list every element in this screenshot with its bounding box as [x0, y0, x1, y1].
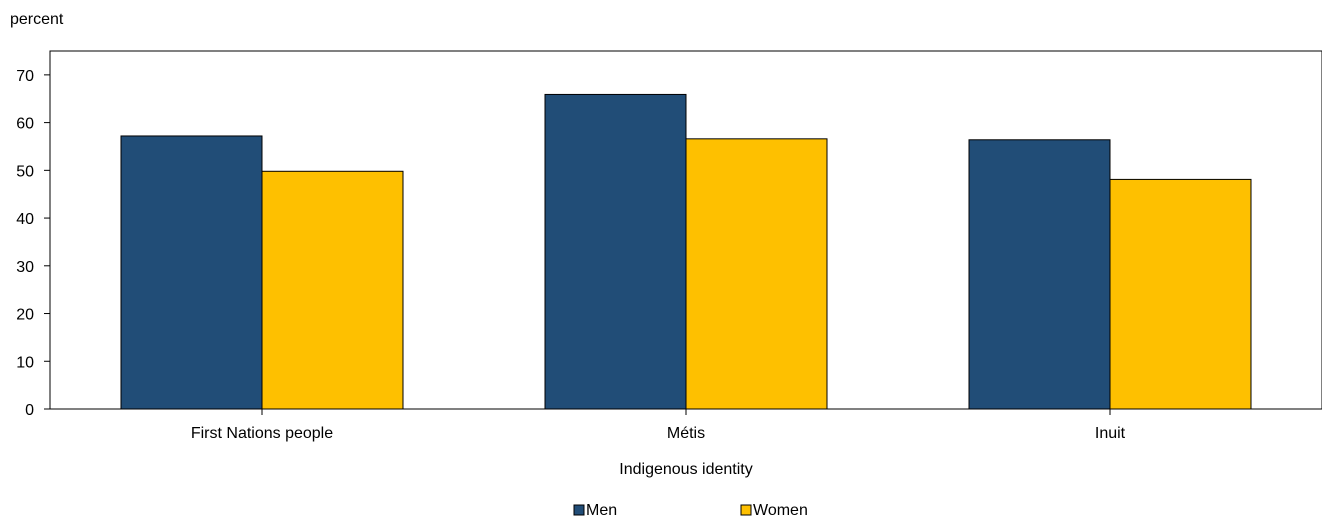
y-tick-label: 50	[16, 163, 34, 180]
y-tick-label: 30	[16, 259, 34, 276]
legend-swatch-men	[573, 504, 585, 516]
x-axis-label: Indigenous identity	[619, 461, 752, 478]
legend-label-women: Women	[753, 502, 808, 519]
x-axis-ticks: First Nations people Métis Inuit	[191, 409, 1126, 442]
bar-women-2	[1109, 178, 1252, 410]
y-tick-label: 70	[16, 68, 34, 85]
x-tick-label: First Nations people	[191, 425, 333, 442]
x-tick-label: Métis	[667, 425, 705, 442]
legend: Men Women	[573, 502, 808, 519]
bar-men-1	[544, 93, 687, 410]
y-tick-label: 10	[16, 354, 34, 371]
y-tick-label: 0	[25, 402, 34, 419]
y-axis-ticks: 0 10 20 30 40 50 60 70	[16, 68, 50, 419]
bar-men-2	[968, 139, 1111, 410]
legend-label-men: Men	[586, 502, 617, 519]
y-tick-label: 60	[16, 116, 34, 133]
bar-women-0	[261, 170, 404, 410]
bar-men-0	[120, 135, 263, 410]
bar-women-1	[685, 138, 828, 410]
x-tick-label: Inuit	[1095, 425, 1126, 442]
bars-group	[120, 93, 1252, 410]
y-tick-label: 20	[16, 307, 34, 324]
legend-swatch-women	[740, 504, 752, 516]
y-axis-label: percent	[10, 11, 64, 28]
y-tick-label: 40	[16, 211, 34, 228]
